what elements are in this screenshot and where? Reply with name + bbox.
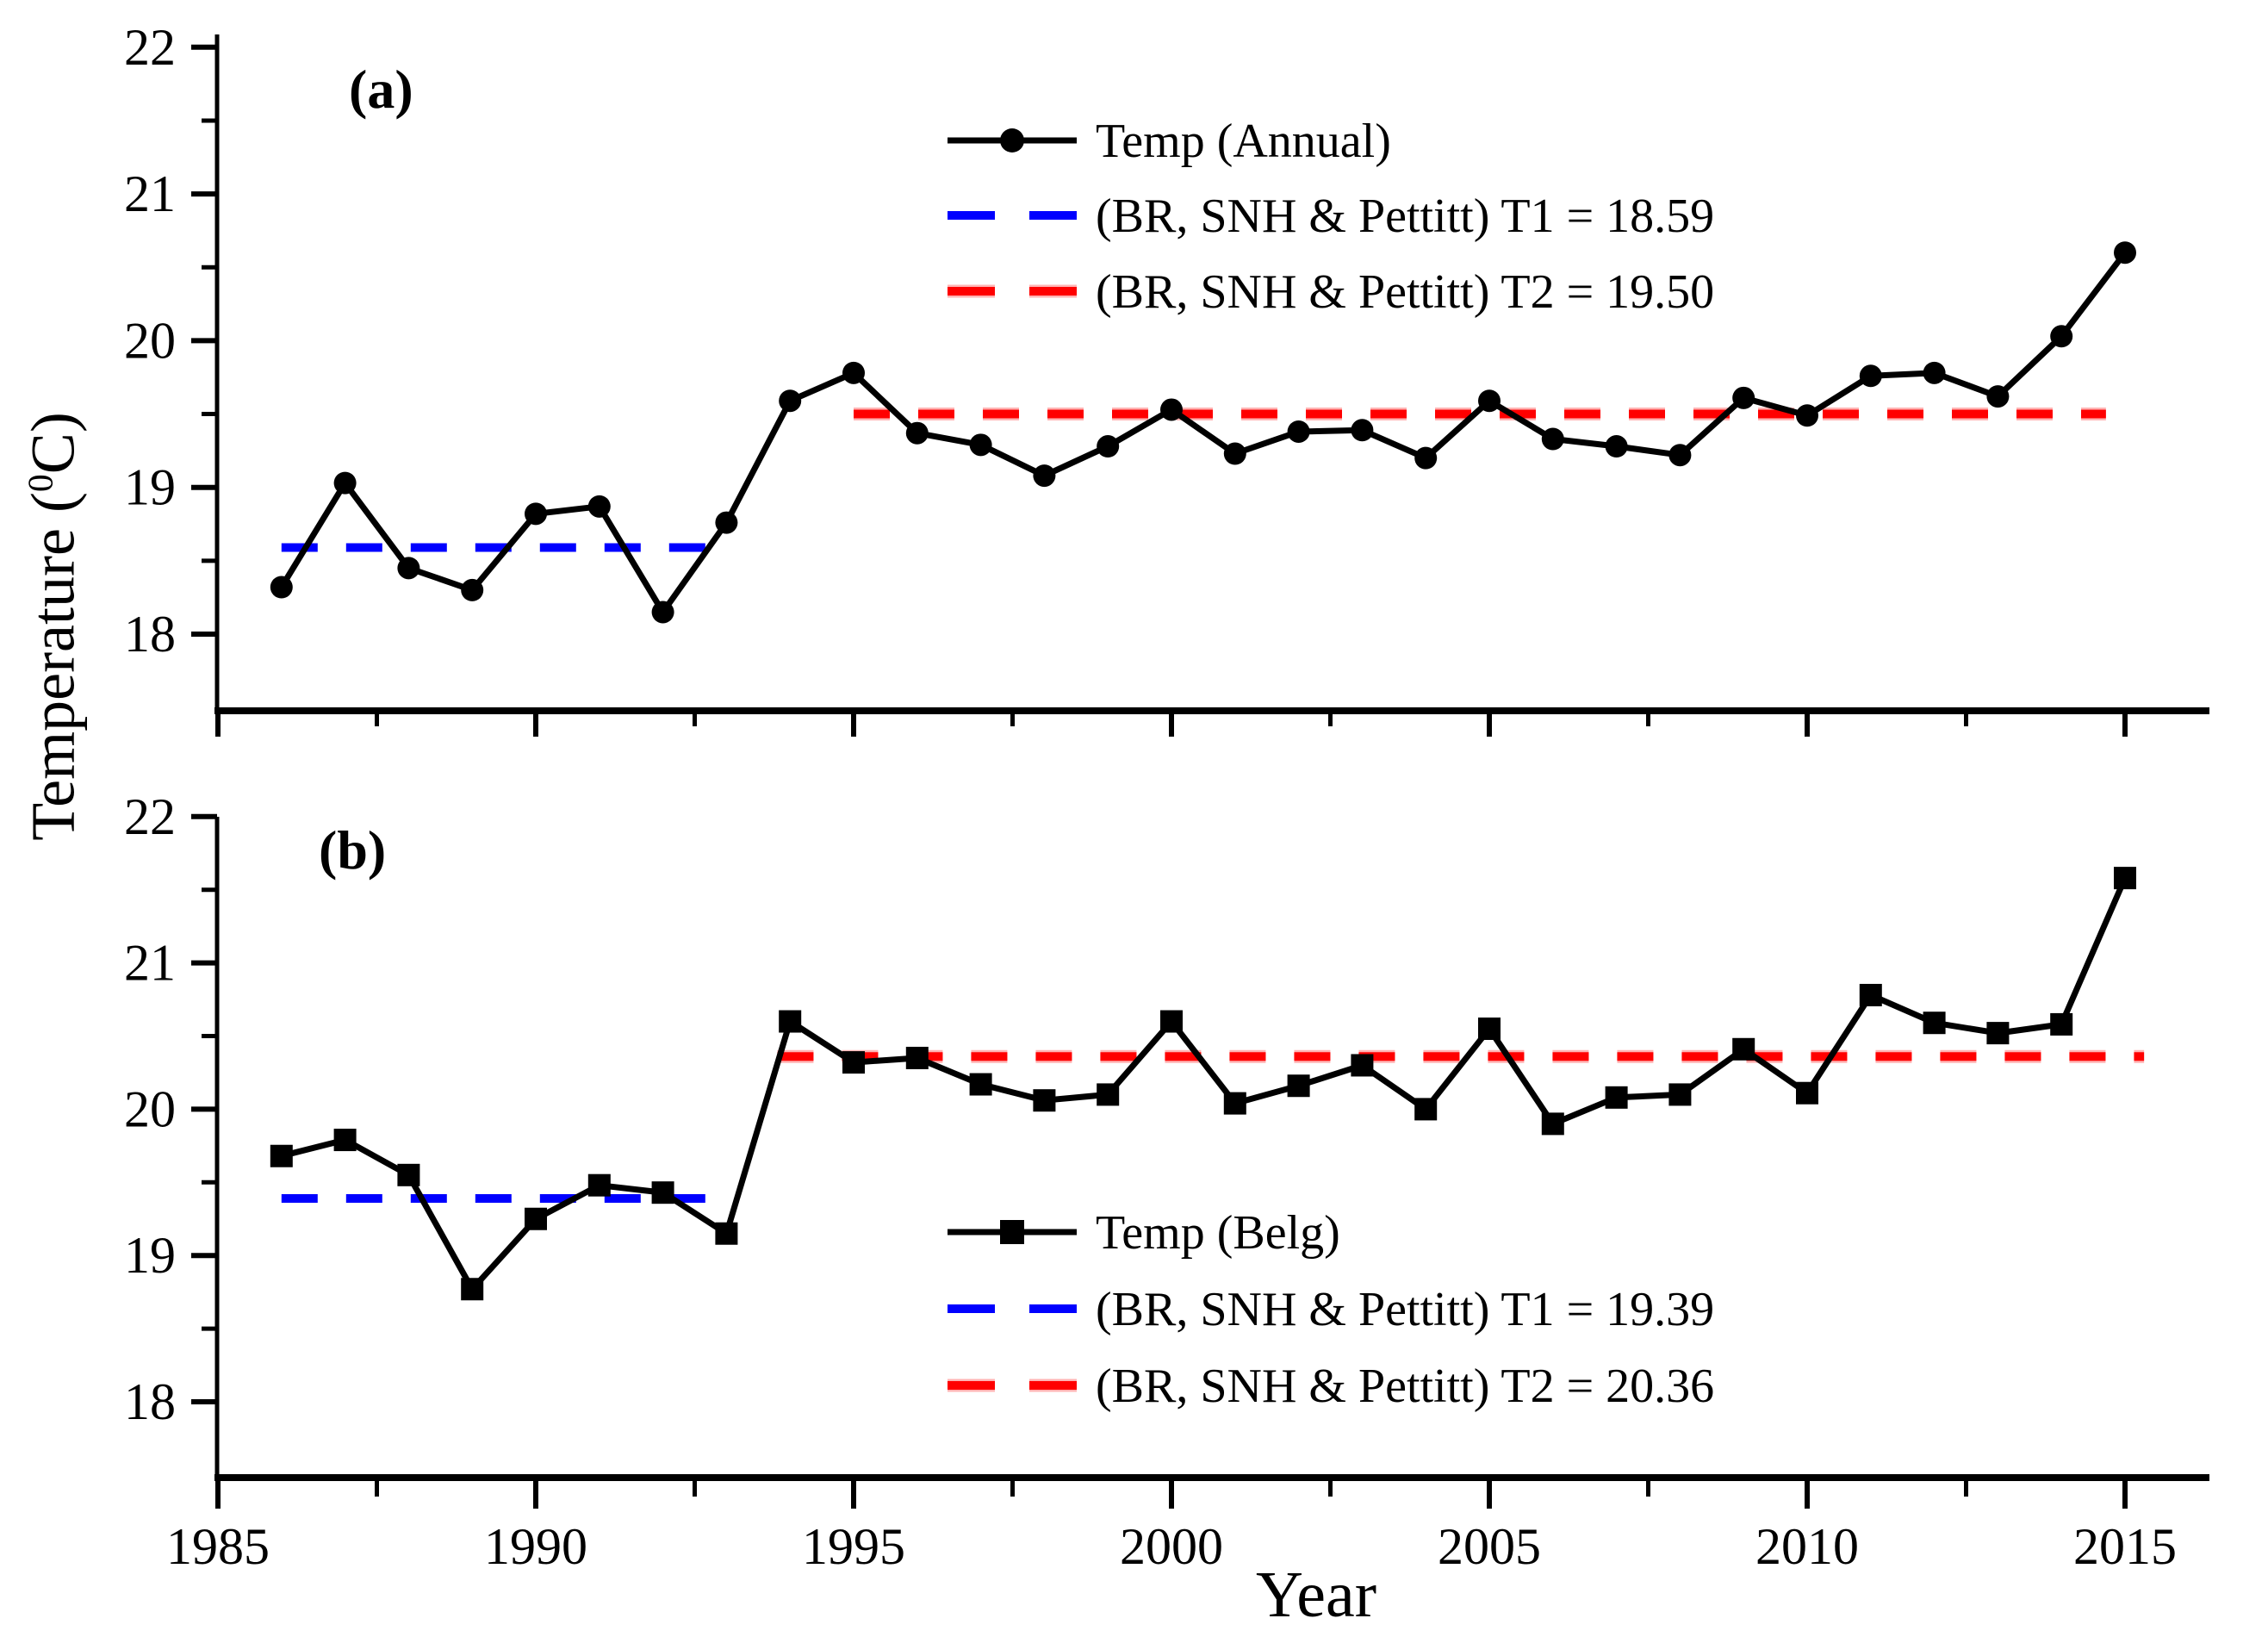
data-point-marker	[2050, 325, 2073, 348]
data-point-marker	[1478, 1018, 1501, 1041]
data-point-marker	[1160, 1010, 1183, 1033]
data-point-marker	[270, 576, 293, 599]
data-point-marker	[1160, 398, 1183, 421]
data-point-marker	[270, 1144, 293, 1167]
panel-a: 22 21 20 19 18 (a) Temp (Annual) (BR, SNH & Pet…	[124, 19, 2209, 737]
data-point-marker	[2050, 1012, 2073, 1036]
data-point-marker	[1605, 435, 1628, 458]
data-point-marker	[651, 601, 674, 624]
data-point-marker	[587, 495, 611, 518]
x-tick-label: 2015	[2073, 1518, 2177, 1575]
y-tick-label: 22	[124, 788, 176, 845]
data-point-marker	[715, 511, 738, 534]
data-point-marker	[1541, 427, 1564, 451]
x-tick-label: 1990	[484, 1518, 587, 1575]
data-point-marker	[905, 1046, 929, 1069]
legend-label: (BR, SNH & Pettitt) T1 = 19.39	[1096, 1283, 1714, 1336]
data-point-marker	[1605, 1086, 1628, 1109]
data-point-marker	[1859, 983, 1882, 1006]
legend-label: Temp (Belg)	[1096, 1206, 1340, 1260]
y-tick-label: 18	[124, 1373, 176, 1430]
data-point-marker	[1732, 1037, 1755, 1061]
y-tick-label: 21	[124, 165, 176, 222]
data-point-marker	[461, 1278, 484, 1301]
data-point-marker	[779, 389, 802, 413]
data-point-marker	[397, 1163, 420, 1186]
x-tick-label: 1985	[166, 1518, 270, 1575]
legend-label: (BR, SNH & Pettitt) T2 = 20.36	[1096, 1360, 1714, 1413]
data-point-marker	[969, 433, 992, 457]
data-point-marker	[587, 1173, 611, 1197]
data-point-marker	[1223, 442, 1246, 465]
y-tick-label: 22	[124, 19, 176, 76]
y-axis-title-text: Temperature (	[18, 492, 88, 841]
data-point-marker	[1732, 386, 1755, 409]
data-point-marker	[525, 1207, 547, 1230]
y-axis-title-unit: C)	[18, 412, 88, 475]
data-point-marker	[1986, 1022, 2010, 1045]
x-axis-title: Year	[1255, 1559, 1377, 1631]
data-point-marker	[1414, 446, 1438, 470]
legend-square-marker	[1000, 1220, 1024, 1244]
x-tick-label: 2005	[1438, 1518, 1541, 1575]
data-point-marker	[1033, 1089, 1056, 1112]
y-tick-label: 20	[124, 1080, 176, 1137]
data-point-marker	[461, 578, 484, 601]
data-point-marker	[333, 471, 357, 495]
x-tick-label: 2000	[1120, 1518, 1223, 1575]
y-axis-title: Temperature (0C)	[18, 412, 90, 841]
data-point-marker	[1033, 464, 1056, 488]
data-point-marker	[1223, 1092, 1246, 1115]
data-point-marker	[1923, 1011, 1946, 1035]
data-point-marker	[1351, 1054, 1374, 1077]
data-point-marker	[333, 1129, 357, 1152]
data-point-marker	[397, 557, 420, 580]
y-tick-label: 19	[124, 1227, 176, 1284]
y-axis-title-superscript: 0	[21, 474, 61, 493]
x-tick-label: 2010	[1755, 1518, 1859, 1575]
data-point-marker	[842, 361, 865, 384]
data-point-marker	[1859, 364, 1882, 388]
data-point-marker	[1986, 385, 2010, 408]
data-point-marker	[1351, 419, 1374, 442]
y-tick-label: 18	[124, 606, 176, 663]
data-point-marker	[779, 1010, 802, 1033]
data-point-marker	[1287, 1074, 1310, 1098]
data-point-marker	[715, 1222, 738, 1245]
data-point-marker	[2114, 867, 2136, 890]
data-point-marker	[1478, 389, 1501, 413]
data-point-marker	[1668, 444, 1692, 467]
data-point-marker	[1796, 404, 1818, 427]
legend-label: (BR, SNH & Pettitt) T1 = 18.59	[1096, 190, 1714, 243]
data-point-marker	[1287, 420, 1310, 443]
panel-label: (b)	[319, 819, 386, 881]
data-point-marker	[1097, 435, 1120, 458]
y-tick-label: 20	[124, 312, 176, 369]
data-point-marker	[2114, 241, 2136, 265]
data-point-marker	[842, 1051, 865, 1074]
data-point-marker	[905, 421, 929, 445]
data-point-marker	[1668, 1083, 1692, 1106]
data-point-marker	[969, 1073, 992, 1096]
x-tick-label: 1995	[802, 1518, 905, 1575]
data-point-marker	[1414, 1098, 1438, 1121]
y-tick-label: 19	[124, 459, 176, 516]
legend-circle-marker	[1000, 128, 1024, 152]
y-tick-label: 21	[124, 935, 176, 992]
data-point-marker	[1796, 1081, 1818, 1105]
data-point-marker	[1541, 1112, 1564, 1136]
data-point-marker	[1097, 1083, 1120, 1106]
data-point-marker	[1923, 361, 1946, 384]
legend-label: Temp (Annual)	[1096, 115, 1391, 168]
data-point-marker	[651, 1181, 674, 1204]
data-point-marker	[525, 502, 547, 526]
legend-label: (BR, SNH & Pettitt) T2 = 19.50	[1096, 265, 1714, 319]
panel-b: 22 21 20 19 18 (b) Temp (Belg) (BR, SNH & Petti…	[124, 788, 2209, 1509]
panel-label: (a)	[349, 59, 413, 120]
